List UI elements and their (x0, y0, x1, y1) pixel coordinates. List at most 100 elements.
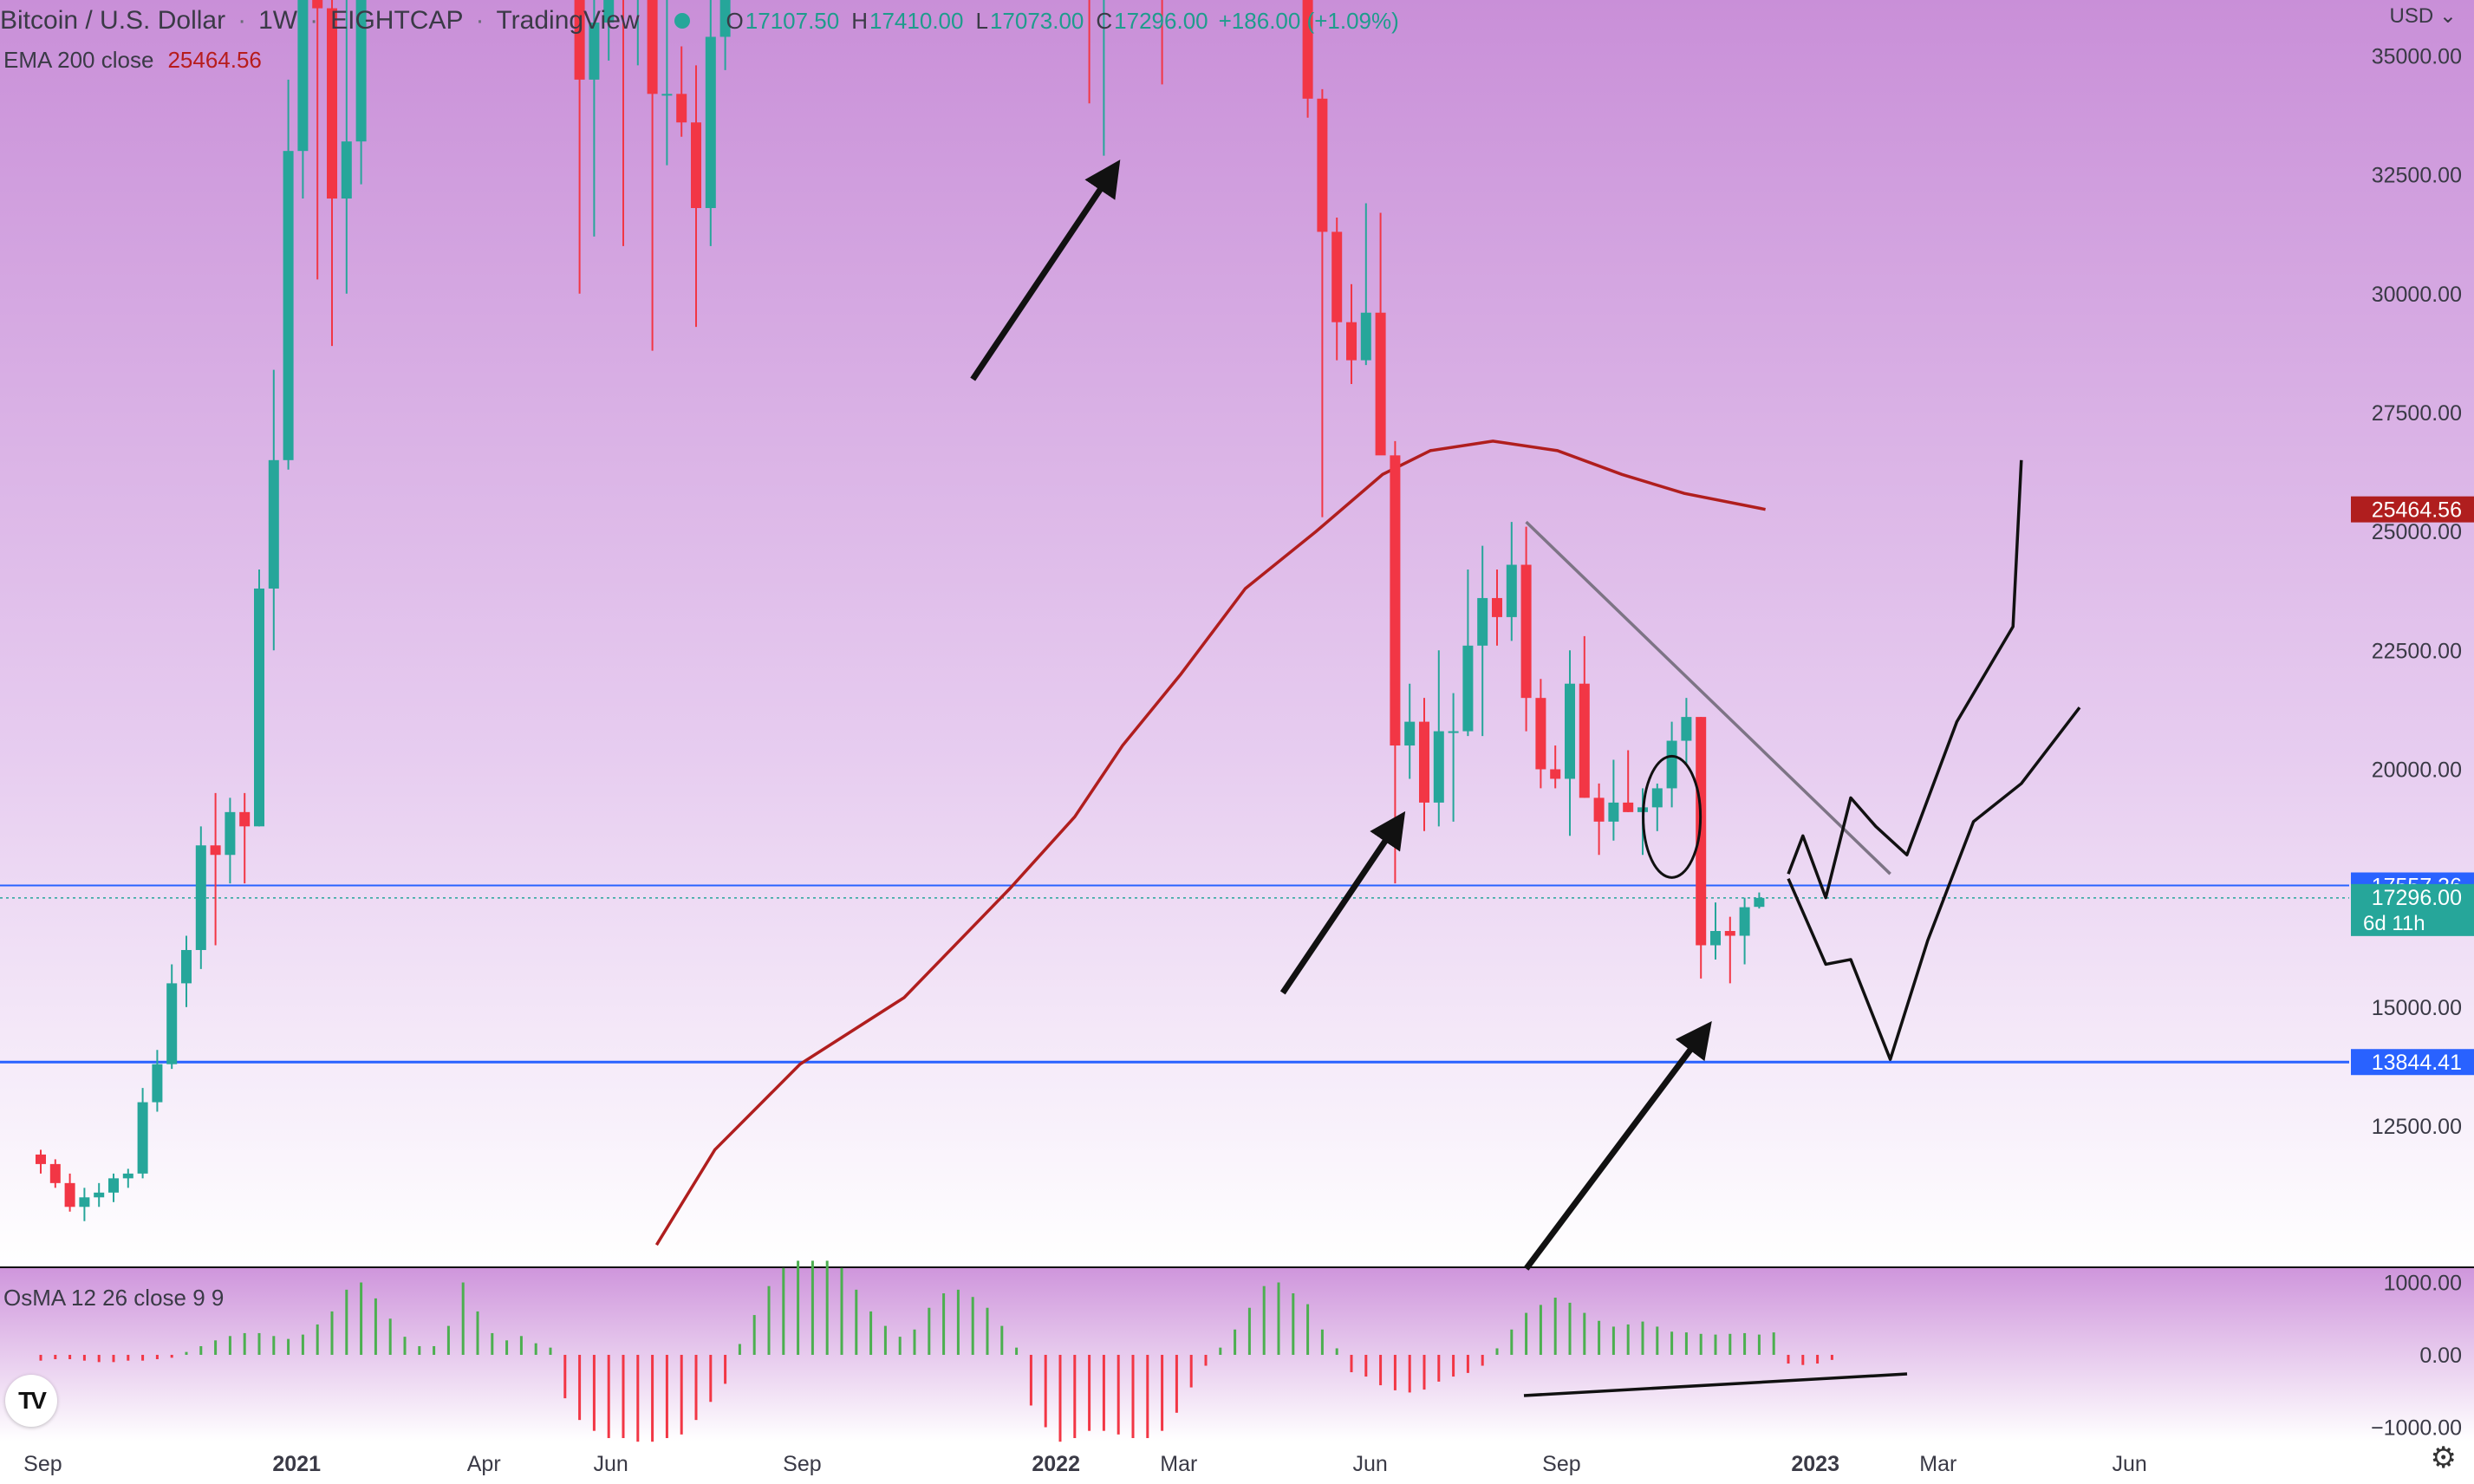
osma-bar (491, 1332, 494, 1355)
price-tag-label: 17296.00 (2372, 886, 2462, 910)
candle-body (1681, 717, 1692, 741)
candle (1477, 545, 1488, 737)
candle (1103, 0, 1105, 156)
candle-body (64, 1182, 75, 1207)
tradingview-logo-icon[interactable]: TV (5, 1375, 57, 1427)
osma-bar (1452, 1355, 1455, 1377)
price-tick-label: 12500.00 (2372, 1115, 2462, 1139)
osma-bar (622, 1355, 625, 1439)
candle (355, 0, 367, 185)
candle (1623, 750, 1634, 812)
candle-body (327, 8, 337, 199)
symbol-name[interactable]: Bitcoin / U.S. Dollar (0, 6, 226, 35)
osma-bar (1073, 1355, 1077, 1439)
osma-bar (942, 1293, 946, 1355)
candle (1565, 650, 1575, 836)
osma-bar (1466, 1355, 1469, 1373)
candle (1579, 635, 1590, 798)
osma-bar (301, 1334, 304, 1355)
osma-bar (185, 1351, 188, 1355)
osma-bar (1408, 1355, 1411, 1393)
osma-bar (1029, 1355, 1032, 1406)
candle-body (1710, 931, 1721, 946)
open-value: 17107.50 (745, 7, 840, 34)
candle-body (1754, 897, 1765, 908)
freehand-projection (1787, 706, 2081, 1061)
time-tick-label: Mar (1160, 1452, 1197, 1476)
osma-bar (97, 1355, 101, 1363)
osma-legend[interactable]: OsMA 12 26 close 9 9 (3, 1285, 225, 1311)
candle-body (254, 588, 264, 827)
candle (705, 0, 716, 246)
ema-legend[interactable]: EMA 200 close 25464.56 (3, 47, 262, 74)
candle (1754, 892, 1765, 909)
candle (1161, 0, 1163, 85)
candle-body (312, 0, 323, 9)
candle-body (195, 845, 206, 950)
candle (152, 1050, 163, 1112)
candle (225, 797, 236, 884)
candle (719, 0, 731, 70)
candle (166, 964, 178, 1070)
osma-bar (534, 1343, 537, 1355)
osma-bar (39, 1355, 42, 1361)
price-axis[interactable]: 12500.0015000.0017500.0020000.0022500.00… (2372, 0, 2462, 1139)
low-key: L (975, 7, 988, 34)
osma-bar (1175, 1355, 1178, 1413)
osma-bar (825, 1260, 829, 1355)
candle (1419, 698, 1429, 831)
interval-label[interactable]: 1W (258, 6, 298, 35)
candle (589, 0, 600, 237)
countdown-label: 6d 11h (2363, 912, 2425, 935)
osma-bar (1553, 1298, 1557, 1355)
candle (1088, 0, 1091, 104)
candle-body (661, 94, 673, 96)
osma-bar (1262, 1285, 1266, 1355)
osma-bar (782, 1267, 785, 1355)
candle-body (1593, 797, 1605, 822)
candle-body (1651, 788, 1663, 808)
time-tick-label: Mar (1919, 1452, 1956, 1476)
osma-bar (214, 1340, 218, 1355)
osma-bar (811, 1260, 814, 1355)
candle (1331, 217, 1343, 361)
candle (1404, 683, 1416, 779)
osma-bar (1525, 1312, 1528, 1355)
time-tick-label: 2021 (272, 1452, 321, 1476)
price-tag-label: 13844.41 (2372, 1051, 2462, 1075)
osma-bar (1495, 1348, 1499, 1355)
price-tick-label: 30000.00 (2372, 283, 2462, 307)
time-axis[interactable]: Sep 2021 Apr Jun Sep 2022 Mar Jun Sep 2023 Mar Jun (23, 1452, 2147, 1476)
osma-bar (1247, 1307, 1251, 1355)
osma-bar (855, 1289, 858, 1355)
osma-bar (1350, 1355, 1353, 1373)
candle-body (210, 845, 221, 856)
time-tick-label: Sep (23, 1452, 62, 1476)
osma-bar (1131, 1355, 1135, 1439)
candle (1535, 679, 1546, 789)
candle-body (705, 36, 716, 209)
price-tag-background (2351, 883, 2474, 936)
price-tick-label: 32500.00 (2372, 164, 2462, 188)
candle-body (1666, 740, 1677, 789)
osma-bar (1714, 1334, 1717, 1355)
osma-bar (1364, 1355, 1368, 1377)
freehand-projection (1787, 459, 2023, 900)
candle (1520, 526, 1532, 732)
osma-bar (592, 1355, 596, 1431)
gear-icon[interactable]: ⚙ (2430, 1442, 2457, 1474)
osma-bar (446, 1325, 450, 1355)
osma-bar (360, 1282, 363, 1355)
candle (647, 0, 658, 351)
candle (1360, 203, 1371, 366)
candle (1593, 783, 1605, 856)
main-pane-background (0, 0, 2474, 1267)
currency-selector[interactable]: USD ⌄ (2390, 3, 2457, 29)
osma-tick-label: 0.00 (2419, 1344, 2462, 1368)
osma-bar (1000, 1325, 1004, 1355)
trendline (1525, 520, 1891, 875)
osma-bar (767, 1285, 771, 1355)
candle-body (137, 1102, 148, 1174)
candle-body (589, 23, 600, 80)
